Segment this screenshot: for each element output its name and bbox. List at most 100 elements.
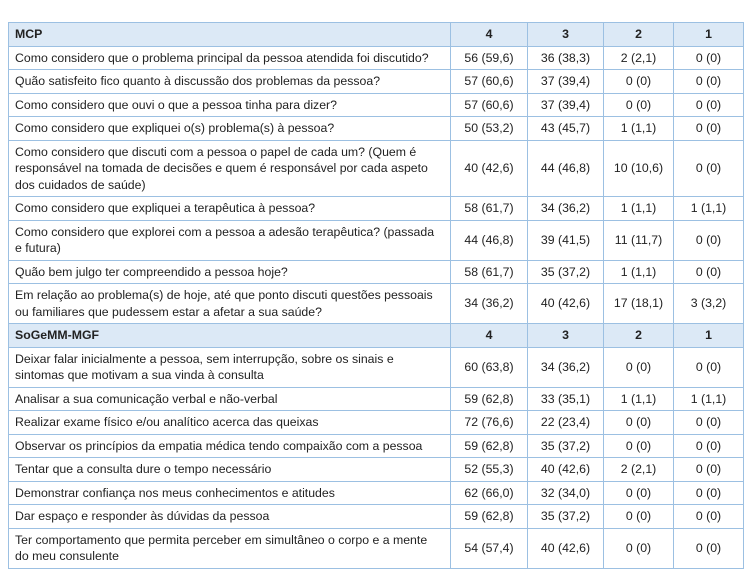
question-cell: Dar espaço e responder às dúvidas da pes… xyxy=(8,504,451,529)
value-cell: 43 (45,7) xyxy=(527,116,604,141)
value-cell: 10 (10,6) xyxy=(603,139,674,197)
value-cell: 0 (0) xyxy=(603,504,674,529)
section-title: MCP xyxy=(8,22,451,47)
question-cell: Observar os princípios da empatia médica… xyxy=(8,433,451,458)
table-row: Tentar que a consulta dure o tempo neces… xyxy=(8,457,744,482)
value-cell: 0 (0) xyxy=(673,116,744,141)
table-row: Deixar falar inicialmente a pessoa, sem … xyxy=(8,346,744,388)
value-cell: 0 (0) xyxy=(673,92,744,117)
value-cell: 0 (0) xyxy=(673,433,744,458)
column-header: 1 xyxy=(673,22,744,47)
value-cell: 58 (61,7) xyxy=(450,196,528,221)
value-cell: 40 (42,6) xyxy=(527,457,604,482)
value-cell: 2 (2,1) xyxy=(603,457,674,482)
table-row: Observar os princípios da empatia médica… xyxy=(8,433,744,458)
value-cell: 0 (0) xyxy=(673,139,744,197)
question-cell: Como considero que expliquei a terapêuti… xyxy=(8,196,451,221)
value-cell: 1 (1,1) xyxy=(603,196,674,221)
value-cell: 40 (42,6) xyxy=(527,283,604,324)
value-cell: 44 (46,8) xyxy=(450,219,528,261)
question-cell: Em relação ao problema(s) de hoje, até q… xyxy=(8,283,451,324)
section-title: SoGeMM-MGF xyxy=(8,323,451,348)
table-row: Como considero que expliquei o(s) proble… xyxy=(8,116,744,141)
table-row: Dar espaço e responder às dúvidas da pes… xyxy=(8,504,744,529)
value-cell: 0 (0) xyxy=(673,480,744,505)
table-row: Como considero que ouvi o que a pessoa t… xyxy=(8,92,744,117)
question-cell: Como considero que ouvi o que a pessoa t… xyxy=(8,92,451,117)
value-cell: 59 (62,8) xyxy=(450,433,528,458)
value-cell: 34 (36,2) xyxy=(527,196,604,221)
question-cell: Tentar que a consulta dure o tempo neces… xyxy=(8,457,451,482)
column-header: 4 xyxy=(450,22,528,47)
value-cell: 1 (1,1) xyxy=(603,386,674,411)
section-header-row: SoGeMM-MGF 4 3 2 1 xyxy=(8,323,744,348)
value-cell: 50 (53,2) xyxy=(450,116,528,141)
value-cell: 0 (0) xyxy=(673,69,744,94)
value-cell: 0 (0) xyxy=(603,92,674,117)
value-cell: 0 (0) xyxy=(673,346,744,388)
value-cell: 0 (0) xyxy=(673,219,744,261)
table-row: Como considero que o problema principal … xyxy=(8,45,744,70)
value-cell: 35 (37,2) xyxy=(527,433,604,458)
table-row: Demonstrar confiança nos meus conhecimen… xyxy=(8,480,744,505)
question-cell: Como considero que discuti com a pessoa … xyxy=(8,139,451,197)
table-row: Como considero que expliquei a terapêuti… xyxy=(8,196,744,221)
value-cell: 0 (0) xyxy=(673,259,744,284)
value-cell: 37 (39,4) xyxy=(527,69,604,94)
value-cell: 35 (37,2) xyxy=(527,259,604,284)
section-header-row: MCP 4 3 2 1 xyxy=(8,22,744,47)
value-cell: 32 (34,0) xyxy=(527,480,604,505)
value-cell: 1 (1,1) xyxy=(603,116,674,141)
value-cell: 34 (36,2) xyxy=(527,346,604,388)
value-cell: 52 (55,3) xyxy=(450,457,528,482)
value-cell: 40 (42,6) xyxy=(527,527,604,569)
value-cell: 62 (66,0) xyxy=(450,480,528,505)
question-cell: Realizar exame físico e/ou analítico ace… xyxy=(8,410,451,435)
table-row: Analisar a sua comunicação verbal e não-… xyxy=(8,386,744,411)
value-cell: 34 (36,2) xyxy=(450,283,528,324)
table-row: Quão satisfeito fico quanto à discussão … xyxy=(8,69,744,94)
value-cell: 37 (39,4) xyxy=(527,92,604,117)
value-cell: 59 (62,8) xyxy=(450,386,528,411)
question-cell: Como considero que explorei com a pessoa… xyxy=(8,219,451,261)
value-cell: 57 (60,6) xyxy=(450,92,528,117)
value-cell: 36 (38,3) xyxy=(527,45,604,70)
table-row: Como considero que explorei com a pessoa… xyxy=(8,219,744,261)
value-cell: 40 (42,6) xyxy=(450,139,528,197)
value-cell: 0 (0) xyxy=(673,457,744,482)
column-header: 2 xyxy=(603,22,674,47)
value-cell: 0 (0) xyxy=(603,346,674,388)
question-cell: Quão satisfeito fico quanto à discussão … xyxy=(8,69,451,94)
table-row: Realizar exame físico e/ou analítico ace… xyxy=(8,410,744,435)
question-cell: Quão bem julgo ter compreendido a pessoa… xyxy=(8,259,451,284)
value-cell: 1 (1,1) xyxy=(603,259,674,284)
value-cell: 56 (59,6) xyxy=(450,45,528,70)
question-cell: Demonstrar confiança nos meus conhecimen… xyxy=(8,480,451,505)
value-cell: 59 (62,8) xyxy=(450,504,528,529)
value-cell: 0 (0) xyxy=(673,410,744,435)
value-cell: 17 (18,1) xyxy=(603,283,674,324)
column-header: 4 xyxy=(450,323,528,348)
value-cell: 3 (3,2) xyxy=(673,283,744,324)
table-row: Como considero que discuti com a pessoa … xyxy=(8,139,744,197)
column-header: 3 xyxy=(527,323,604,348)
value-cell: 44 (46,8) xyxy=(527,139,604,197)
value-cell: 57 (60,6) xyxy=(450,69,528,94)
results-table: MCP 4 3 2 1 Como considero que o problema pri… xyxy=(8,22,744,569)
question-cell: Ter comportamento que permita perceber e… xyxy=(8,527,451,569)
value-cell: 0 (0) xyxy=(603,433,674,458)
value-cell: 11 (11,7) xyxy=(603,219,674,261)
question-cell: Deixar falar inicialmente a pessoa, sem … xyxy=(8,346,451,388)
value-cell: 1 (1,1) xyxy=(673,386,744,411)
value-cell: 39 (41,5) xyxy=(527,219,604,261)
value-cell: 35 (37,2) xyxy=(527,504,604,529)
value-cell: 0 (0) xyxy=(603,410,674,435)
value-cell: 0 (0) xyxy=(673,527,744,569)
value-cell: 0 (0) xyxy=(603,69,674,94)
question-cell: Analisar a sua comunicação verbal e não-… xyxy=(8,386,451,411)
value-cell: 22 (23,4) xyxy=(527,410,604,435)
value-cell: 1 (1,1) xyxy=(673,196,744,221)
column-header: 2 xyxy=(603,323,674,348)
table-row: Ter comportamento que permita perceber e… xyxy=(8,527,744,569)
